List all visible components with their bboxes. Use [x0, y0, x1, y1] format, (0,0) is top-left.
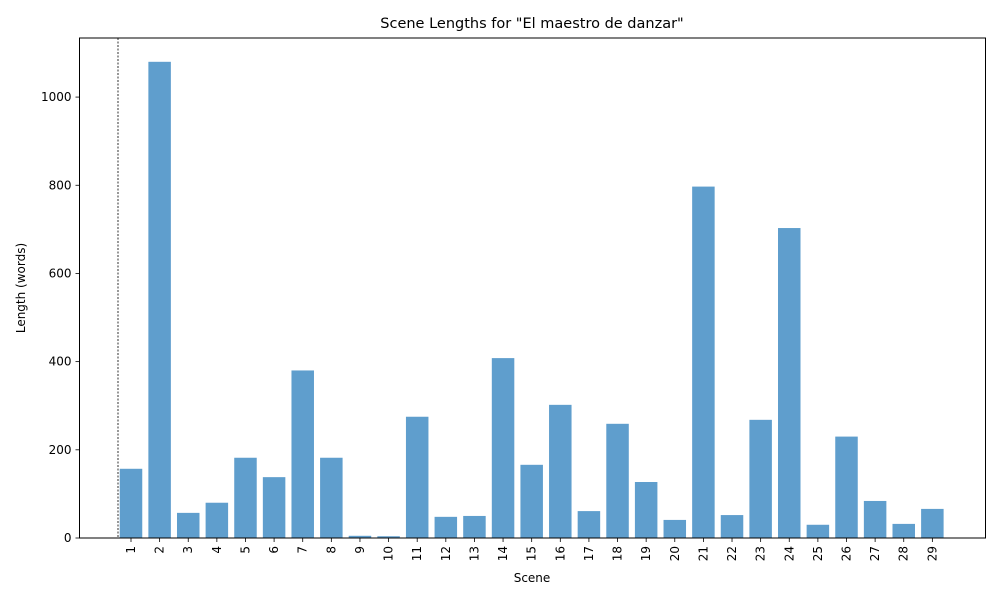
bar-scene-25 — [806, 524, 830, 538]
x-tick-label: 8 — [324, 546, 338, 554]
x-tick-label: 14 — [496, 546, 510, 561]
x-tick-label: 11 — [410, 546, 424, 561]
x-tick-label: 13 — [467, 546, 481, 561]
y-tick-label: 600 — [49, 266, 72, 280]
bar-scene-16 — [549, 404, 572, 538]
x-tick-label: 16 — [553, 546, 567, 561]
chart-title: Scene Lengths for "El maestro de danzar" — [380, 16, 683, 32]
bar-scene-9 — [348, 535, 372, 538]
x-tick-label: 15 — [525, 546, 539, 561]
x-tick-label: 27 — [868, 546, 882, 561]
bar-scene-21 — [692, 186, 715, 538]
bar-scene-8 — [320, 457, 343, 538]
bar-scene-22 — [720, 515, 744, 538]
x-axis-title: Scene — [514, 571, 551, 585]
bar-scene-3 — [176, 512, 200, 538]
y-tick-label: 200 — [49, 443, 72, 457]
x-tick-label: 17 — [582, 546, 596, 561]
x-tick-label: 24 — [782, 546, 796, 561]
bar-scene-12 — [434, 516, 458, 538]
y-tick-label: 400 — [49, 355, 72, 369]
bar-scene-24 — [778, 228, 801, 539]
y-axis-title: Length (words) — [14, 243, 28, 333]
bar-scene-13 — [463, 515, 486, 538]
bar-scene-10 — [377, 536, 400, 538]
bar-scene-27 — [863, 500, 887, 538]
x-tick-label: 6 — [267, 546, 281, 554]
bar-scene-26 — [835, 436, 858, 538]
x-tick-label: 12 — [439, 546, 453, 561]
x-tick-label: 26 — [840, 546, 854, 561]
x-tick-label: 7 — [296, 546, 310, 554]
bar-scene-7 — [291, 370, 314, 538]
bar-scene-28 — [892, 523, 915, 538]
bar-scene-18 — [606, 423, 629, 538]
x-tick-label: 2 — [153, 546, 167, 554]
x-tick-label: 29 — [925, 546, 939, 561]
x-tick-label: 18 — [611, 546, 625, 561]
bar-scene-4 — [205, 502, 229, 538]
plot-frame — [79, 37, 986, 539]
bars-group — [119, 61, 944, 539]
x-tick-label: 21 — [696, 546, 710, 561]
x-tick-label: 28 — [897, 546, 911, 561]
x-tick-label: 5 — [238, 546, 252, 554]
y-tick-label: 0 — [64, 531, 72, 545]
bar-scene-17 — [577, 511, 601, 538]
x-tick-label: 20 — [668, 546, 682, 561]
bar-scene-20 — [663, 519, 687, 538]
y-axis: 0 200 400 600 800 1000 — [41, 90, 80, 545]
x-tick-label: 22 — [725, 546, 739, 561]
x-tick-label: 3 — [181, 546, 195, 554]
bar-scene-5 — [234, 457, 257, 538]
x-tick-label: 4 — [210, 546, 224, 554]
x-tick-label: 1 — [124, 546, 138, 554]
bar-scene-19 — [634, 482, 658, 538]
bar-scene-11 — [405, 416, 429, 538]
x-tick-label: 25 — [811, 546, 825, 561]
bar-scene-29 — [921, 508, 944, 538]
bar-scene-15 — [520, 464, 543, 538]
bar-scene-14 — [491, 358, 515, 538]
bar-scene-1 — [119, 468, 143, 538]
y-tick-label: 1000 — [41, 90, 72, 104]
bar-scene-6 — [262, 477, 286, 538]
x-tick-label: 10 — [382, 546, 396, 561]
y-tick-label: 800 — [49, 178, 72, 192]
x-tick-label: 19 — [639, 546, 653, 561]
x-tick-label: 23 — [754, 546, 768, 561]
x-tick-label: 9 — [353, 546, 367, 554]
x-axis: 1 2 3 4 5 6 7 8 9 10 11 12 13 14 15 16 17 18 19 20 21 22 23 24 2… — [124, 538, 939, 561]
bar-scene-2 — [148, 61, 171, 539]
bar-scene-23 — [749, 419, 772, 538]
